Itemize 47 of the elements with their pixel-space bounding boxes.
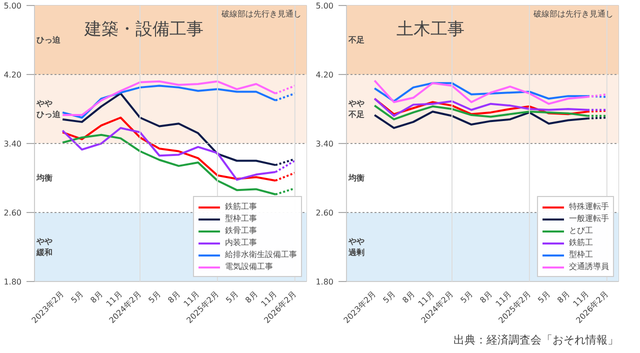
legend-label: 鉄筋工 xyxy=(569,237,593,248)
y-tick-label: 5.00 xyxy=(316,2,334,10)
legend-label: 鉄筋工事 xyxy=(225,201,257,212)
y-tick-label: 2.60 xyxy=(316,208,334,218)
band-label: やや不足 xyxy=(347,99,364,119)
legend-label: 型枠工事 xyxy=(225,213,257,224)
x-tick-label: 5月 xyxy=(224,289,240,305)
x-tick-label: 8月 xyxy=(88,289,104,305)
x-tick-label: 5月 xyxy=(146,289,163,305)
annotation: 破線部は先行き見通し xyxy=(220,10,302,18)
annotation: 破線部は先行き見通し xyxy=(532,10,614,18)
legend-label: 特殊運転手 xyxy=(569,201,609,212)
text: 土木工事 xyxy=(396,20,464,40)
y-tick-label: 1.80 xyxy=(316,278,334,286)
legend-label: 鉄骨工事 xyxy=(225,225,257,236)
x-tick-label: 8月 xyxy=(166,289,182,305)
x-tick-label: 5月 xyxy=(381,289,398,305)
y-tick-label: 3.40 xyxy=(4,140,22,148)
band-label: 不足 xyxy=(347,36,364,44)
x-tick-label: 8月 xyxy=(244,289,260,305)
source-note: 出典：経済調査会「おそれ情報」 xyxy=(454,334,618,346)
band-label: やや緩和 xyxy=(35,237,52,257)
y-tick-label: 1.80 xyxy=(4,278,22,286)
x-tick-label: 5月 xyxy=(458,289,475,305)
band-label: やや過剰 xyxy=(347,237,364,257)
x-tick-label: 5月 xyxy=(69,289,86,305)
band-label: ひっ迫 xyxy=(36,36,62,44)
y-tick-label: 3.40 xyxy=(316,140,334,148)
band-label: ややひっ迫 xyxy=(35,99,62,119)
y-tick-label: 4.20 xyxy=(4,70,22,80)
x-tick-label: 8月 xyxy=(400,289,416,305)
legend-label: 電気設備工事 xyxy=(225,261,273,272)
x-tick-label: 5月 xyxy=(536,289,552,305)
legend-label: 一般運転手 xyxy=(569,213,609,224)
x-tick-label: 8月 xyxy=(478,289,494,305)
text: 建築・設備工事 xyxy=(84,20,204,40)
legend-label: 給排水衛生設備工事 xyxy=(225,249,297,260)
band-label: 均衡 xyxy=(347,174,364,182)
band-label: 均衡 xyxy=(35,174,52,182)
y-tick-label: 5.00 xyxy=(4,2,22,10)
legend-label: 型枠工 xyxy=(569,249,593,260)
x-tick-label: 8月 xyxy=(556,289,572,305)
legend-label: 内装工事 xyxy=(225,237,257,248)
y-tick-label: 4.20 xyxy=(316,70,334,80)
y-tick-label: 2.60 xyxy=(4,208,22,218)
legend-label: とび工 xyxy=(569,225,593,236)
legend-label: 交通誘導員 xyxy=(569,261,609,272)
